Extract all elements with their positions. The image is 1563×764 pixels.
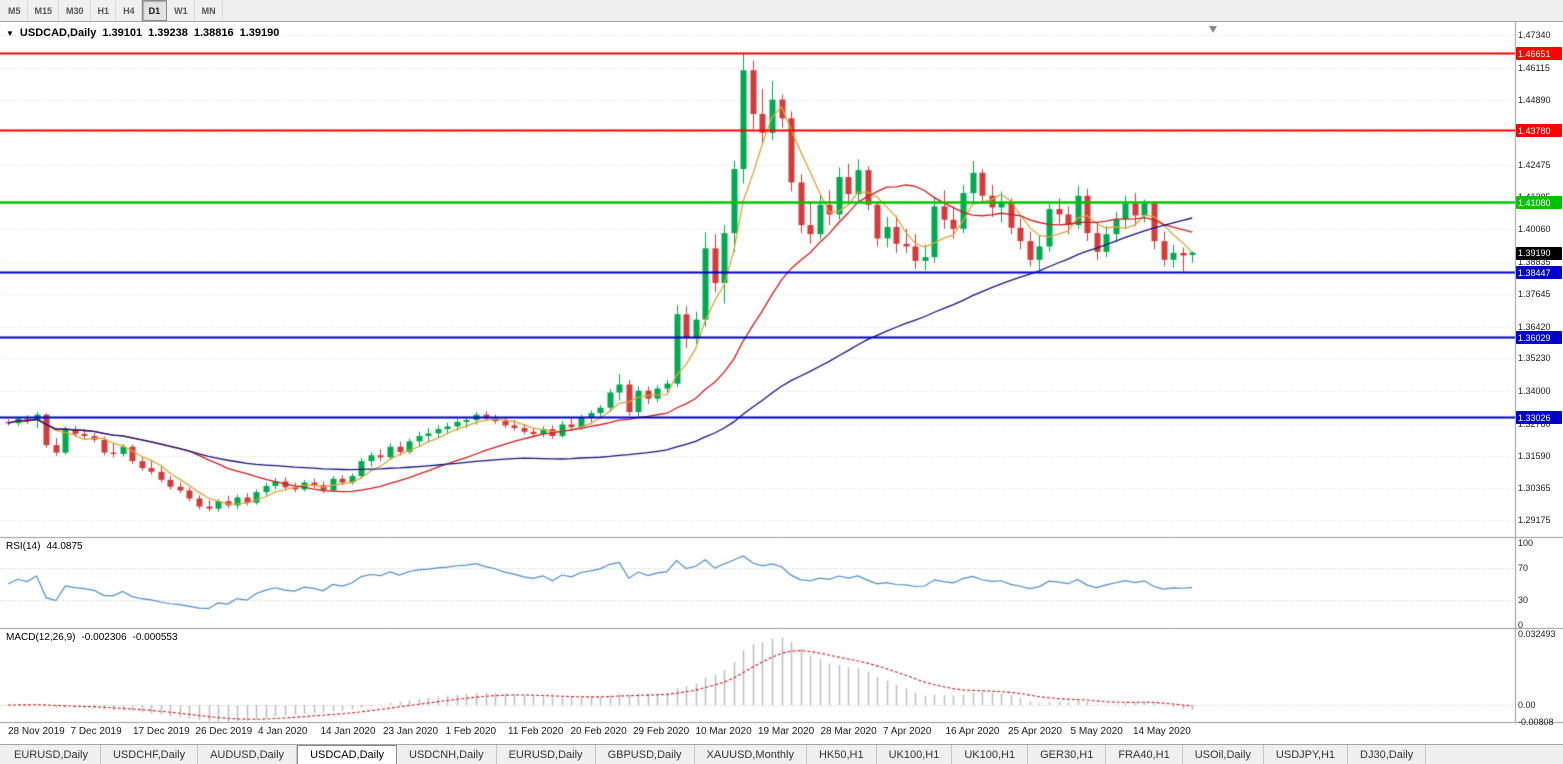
- chart-dropdown-icon[interactable]: ▼: [6, 28, 14, 38]
- symbol-tab-fra40-h1[interactable]: FRA40,H1: [1106, 745, 1183, 764]
- symbol-tab-xauusd-monthly[interactable]: XAUUSD,Monthly: [695, 745, 807, 764]
- hline-price-label: 1.41080: [1516, 196, 1562, 210]
- macd-name: MACD(12,26,9): [6, 632, 76, 643]
- timeframe-button-m5[interactable]: M5: [1, 0, 28, 21]
- date-axis-label: 29 Feb 2020: [633, 726, 690, 737]
- rsi-indicator-label: RSI(14) 44.0875: [6, 541, 83, 552]
- timeframe-button-m30[interactable]: M30: [59, 0, 91, 21]
- symbol-tab-audusd-daily[interactable]: AUDUSD,Daily: [198, 745, 298, 764]
- symbol-tab-dj30-daily[interactable]: DJ30,Daily: [1348, 745, 1427, 764]
- date-axis-label: 28 Nov 2019: [8, 726, 65, 737]
- date-axis-label: 14 May 2020: [1133, 726, 1191, 737]
- macd-axis-tick: -0.00808: [1518, 717, 1554, 727]
- symbol-tab-usdchf-daily[interactable]: USDCHF,Daily: [101, 745, 199, 764]
- date-axis-label: 1 Feb 2020: [445, 726, 497, 737]
- date-axis-label: 20 Feb 2020: [570, 726, 627, 737]
- price-chart-canvas[interactable]: [0, 22, 1563, 744]
- rsi-value: 44.0875: [46, 541, 83, 552]
- rsi-name: RSI(14): [6, 541, 41, 552]
- price-axis-tick: 1.37645: [1518, 288, 1551, 299]
- rsi-axis-tick: 30: [1518, 595, 1529, 606]
- current-price-label: 1.39190: [1516, 246, 1562, 260]
- symbol-tab-uk100-h1[interactable]: UK100,H1: [952, 745, 1029, 764]
- date-axis-label: 26 Dec 2019: [195, 726, 253, 737]
- hline-price-label: 1.38447: [1516, 266, 1562, 280]
- date-axis-label: 23 Jan 2020: [383, 726, 439, 737]
- timeframe-button-h4[interactable]: H4: [116, 0, 142, 21]
- chart-header: ▼ USDCAD,Daily 1.39101 1.39238 1.38816 1…: [6, 27, 279, 39]
- timeframe-button-m15[interactable]: M15: [28, 0, 60, 21]
- macd-value: -0.002306: [81, 632, 127, 643]
- price-axis-tick: 1.46115: [1518, 62, 1550, 73]
- macd-axis-tick: 0.00: [1518, 700, 1536, 710]
- timeframe-button-d1[interactable]: D1: [141, 0, 168, 21]
- symbol-tab-usdjpy-h1[interactable]: USDJPY,H1: [1264, 745, 1349, 764]
- ohlc-low-value: 1.38816: [193, 27, 234, 39]
- symbol-tab-eurusd-daily[interactable]: EURUSD,Daily: [497, 745, 596, 764]
- timeframe-button-h1[interactable]: H1: [91, 0, 117, 21]
- date-axis-label: 10 Mar 2020: [695, 726, 752, 737]
- date-axis-label: 19 Mar 2020: [758, 726, 815, 737]
- date-axis-label: 25 Apr 2020: [1008, 726, 1062, 737]
- price-axis-tick: 1.44890: [1518, 95, 1551, 106]
- ohlc-close-value: 1.39190: [239, 27, 280, 39]
- date-axis-label: 11 Feb 2020: [508, 726, 564, 737]
- price-axis-tick: 1.47340: [1518, 30, 1551, 40]
- macd-indicator-label: MACD(12,26,9) -0.002306 -0.000553: [6, 632, 178, 643]
- date-axis-label: 17 Dec 2019: [133, 726, 190, 737]
- hline-price-label: 1.46651: [1516, 47, 1562, 61]
- rsi-axis-tick: 70: [1518, 562, 1529, 573]
- hline-price-label: 1.36029: [1516, 331, 1562, 344]
- price-axis-tick: 1.34000: [1518, 386, 1551, 397]
- macd-signal-value: -0.000553: [132, 632, 178, 643]
- macd-axis-tick: 0.032493: [1518, 629, 1556, 639]
- rsi-axis-tick: 100: [1518, 538, 1534, 548]
- price-axis-tick: 1.31590: [1518, 450, 1551, 461]
- symbol-tab-uk100-h1[interactable]: UK100,H1: [877, 745, 953, 764]
- rsi-axis-tick: 0: [1518, 620, 1524, 630]
- symbol-tab-hk50-h1[interactable]: HK50,H1: [807, 745, 877, 764]
- chart-shift-icon[interactable]: [1209, 26, 1217, 33]
- timeframe-button-w1[interactable]: W1: [167, 0, 195, 21]
- hline-price-label: 1.33026: [1516, 411, 1562, 425]
- date-axis-label: 7 Dec 2019: [70, 726, 122, 737]
- ohlc-high-value: 1.39238: [148, 27, 188, 39]
- price-axis-tick: 1.36420: [1518, 321, 1551, 332]
- symbol-tab-usoil-daily[interactable]: USOil,Daily: [1183, 745, 1264, 764]
- chart-window[interactable]: ▼ USDCAD,Daily 1.39101 1.39238 1.38816 1…: [0, 22, 1563, 744]
- symbol-tab-gbpusd-daily[interactable]: GBPUSD,Daily: [596, 745, 695, 764]
- timeframe-toolbar: M5 M15 M30 H1 H4 D1 W1 MN: [0, 0, 1563, 22]
- price-axis-tick: 1.30365: [1518, 483, 1551, 494]
- chart-tabs-bar: EURUSD,Daily USDCHF,Daily AUDUSD,Daily USDC…: [0, 744, 1563, 764]
- date-axis-label: 4 Jan 2020: [258, 726, 308, 737]
- date-axis-label: 14 Jan 2020: [320, 726, 376, 737]
- date-axis-label: 5 May 2020: [1070, 726, 1123, 737]
- chart-symbol-label: USDCAD,Daily: [19, 27, 97, 39]
- price-axis-tick: 1.40060: [1518, 224, 1551, 235]
- price-axis-tick: 1.42475: [1518, 159, 1551, 170]
- price-axis-tick: 1.35230: [1518, 353, 1551, 364]
- symbol-tab-usdcnh-daily[interactable]: USDCNH,Daily: [397, 745, 497, 764]
- hline-price-label: 1.43780: [1516, 124, 1562, 138]
- symbol-tab-eurusd-daily[interactable]: EURUSD,Daily: [2, 745, 101, 764]
- price-axis-tick: 1.29175: [1518, 515, 1551, 525]
- symbol-tab-usdcad-daily[interactable]: USDCAD,Daily: [297, 745, 398, 764]
- date-axis-label: 7 Apr 2020: [883, 726, 932, 737]
- timeframe-button-mn[interactable]: MN: [195, 0, 223, 21]
- ohlc-open-value: 1.39101: [102, 27, 143, 39]
- symbol-tab-ger30-h1[interactable]: GER30,H1: [1028, 745, 1107, 764]
- date-axis-label: 28 Mar 2020: [820, 726, 877, 737]
- date-axis-label: 16 Apr 2020: [945, 726, 1000, 737]
- price-axis-tick: 1.38835: [1518, 257, 1551, 268]
